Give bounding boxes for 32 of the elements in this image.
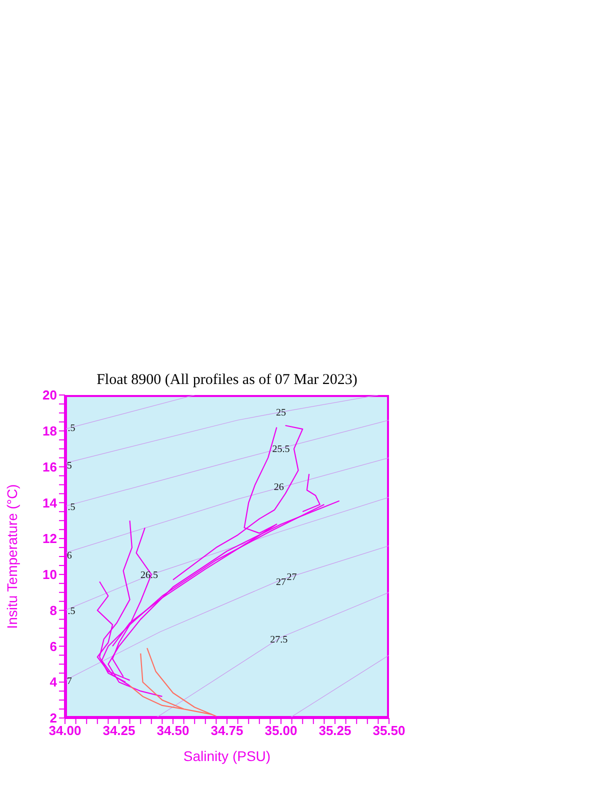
chart-title: Float 8900 (All profiles as of 07 Mar 2023) [96,372,358,389]
annotation: 26 [274,482,284,494]
x-tick-label: 35.50 [372,723,406,738]
annotation: 27.5 [270,634,288,646]
x-tick-label: 34.50 [156,723,190,738]
x-tick-label: 34.75 [210,723,244,738]
y-tick-label: 18 [42,424,57,439]
annotation: .5 [68,606,76,617]
x-tick-label: 34.00 [48,723,82,738]
y-tick-label: 10 [42,567,57,582]
y-tick-label: 14 [42,495,58,510]
x-axis-title: Salinity (PSU) [183,748,271,764]
annotation: .5 [68,502,76,513]
annotation: 7 [66,676,72,687]
x-tick-label: 35.00 [264,723,298,738]
x-tick-label: 35.25 [318,723,352,738]
y-tick-label: 6 [50,638,57,654]
annotation: 25 [276,408,286,419]
y-tick-label: 12 [42,531,57,546]
annotation: 27 [276,577,286,588]
annotation: 6 [66,550,72,562]
annotation: 27 [286,572,297,583]
y-axis-title: Insitu Temperature (°C) [4,484,20,629]
annotation: 5 [66,460,72,472]
y-tick-label: 4 [50,674,58,690]
y-tick-label: 16 [42,459,57,474]
annotation: 25.5 [272,444,290,455]
y-tick-label: 20 [42,388,57,403]
x-tick-label: 34.25 [102,723,136,738]
y-tick-label: 8 [50,602,57,618]
annotation: .5 [68,422,76,434]
y-tick-label: 2 [50,710,57,726]
